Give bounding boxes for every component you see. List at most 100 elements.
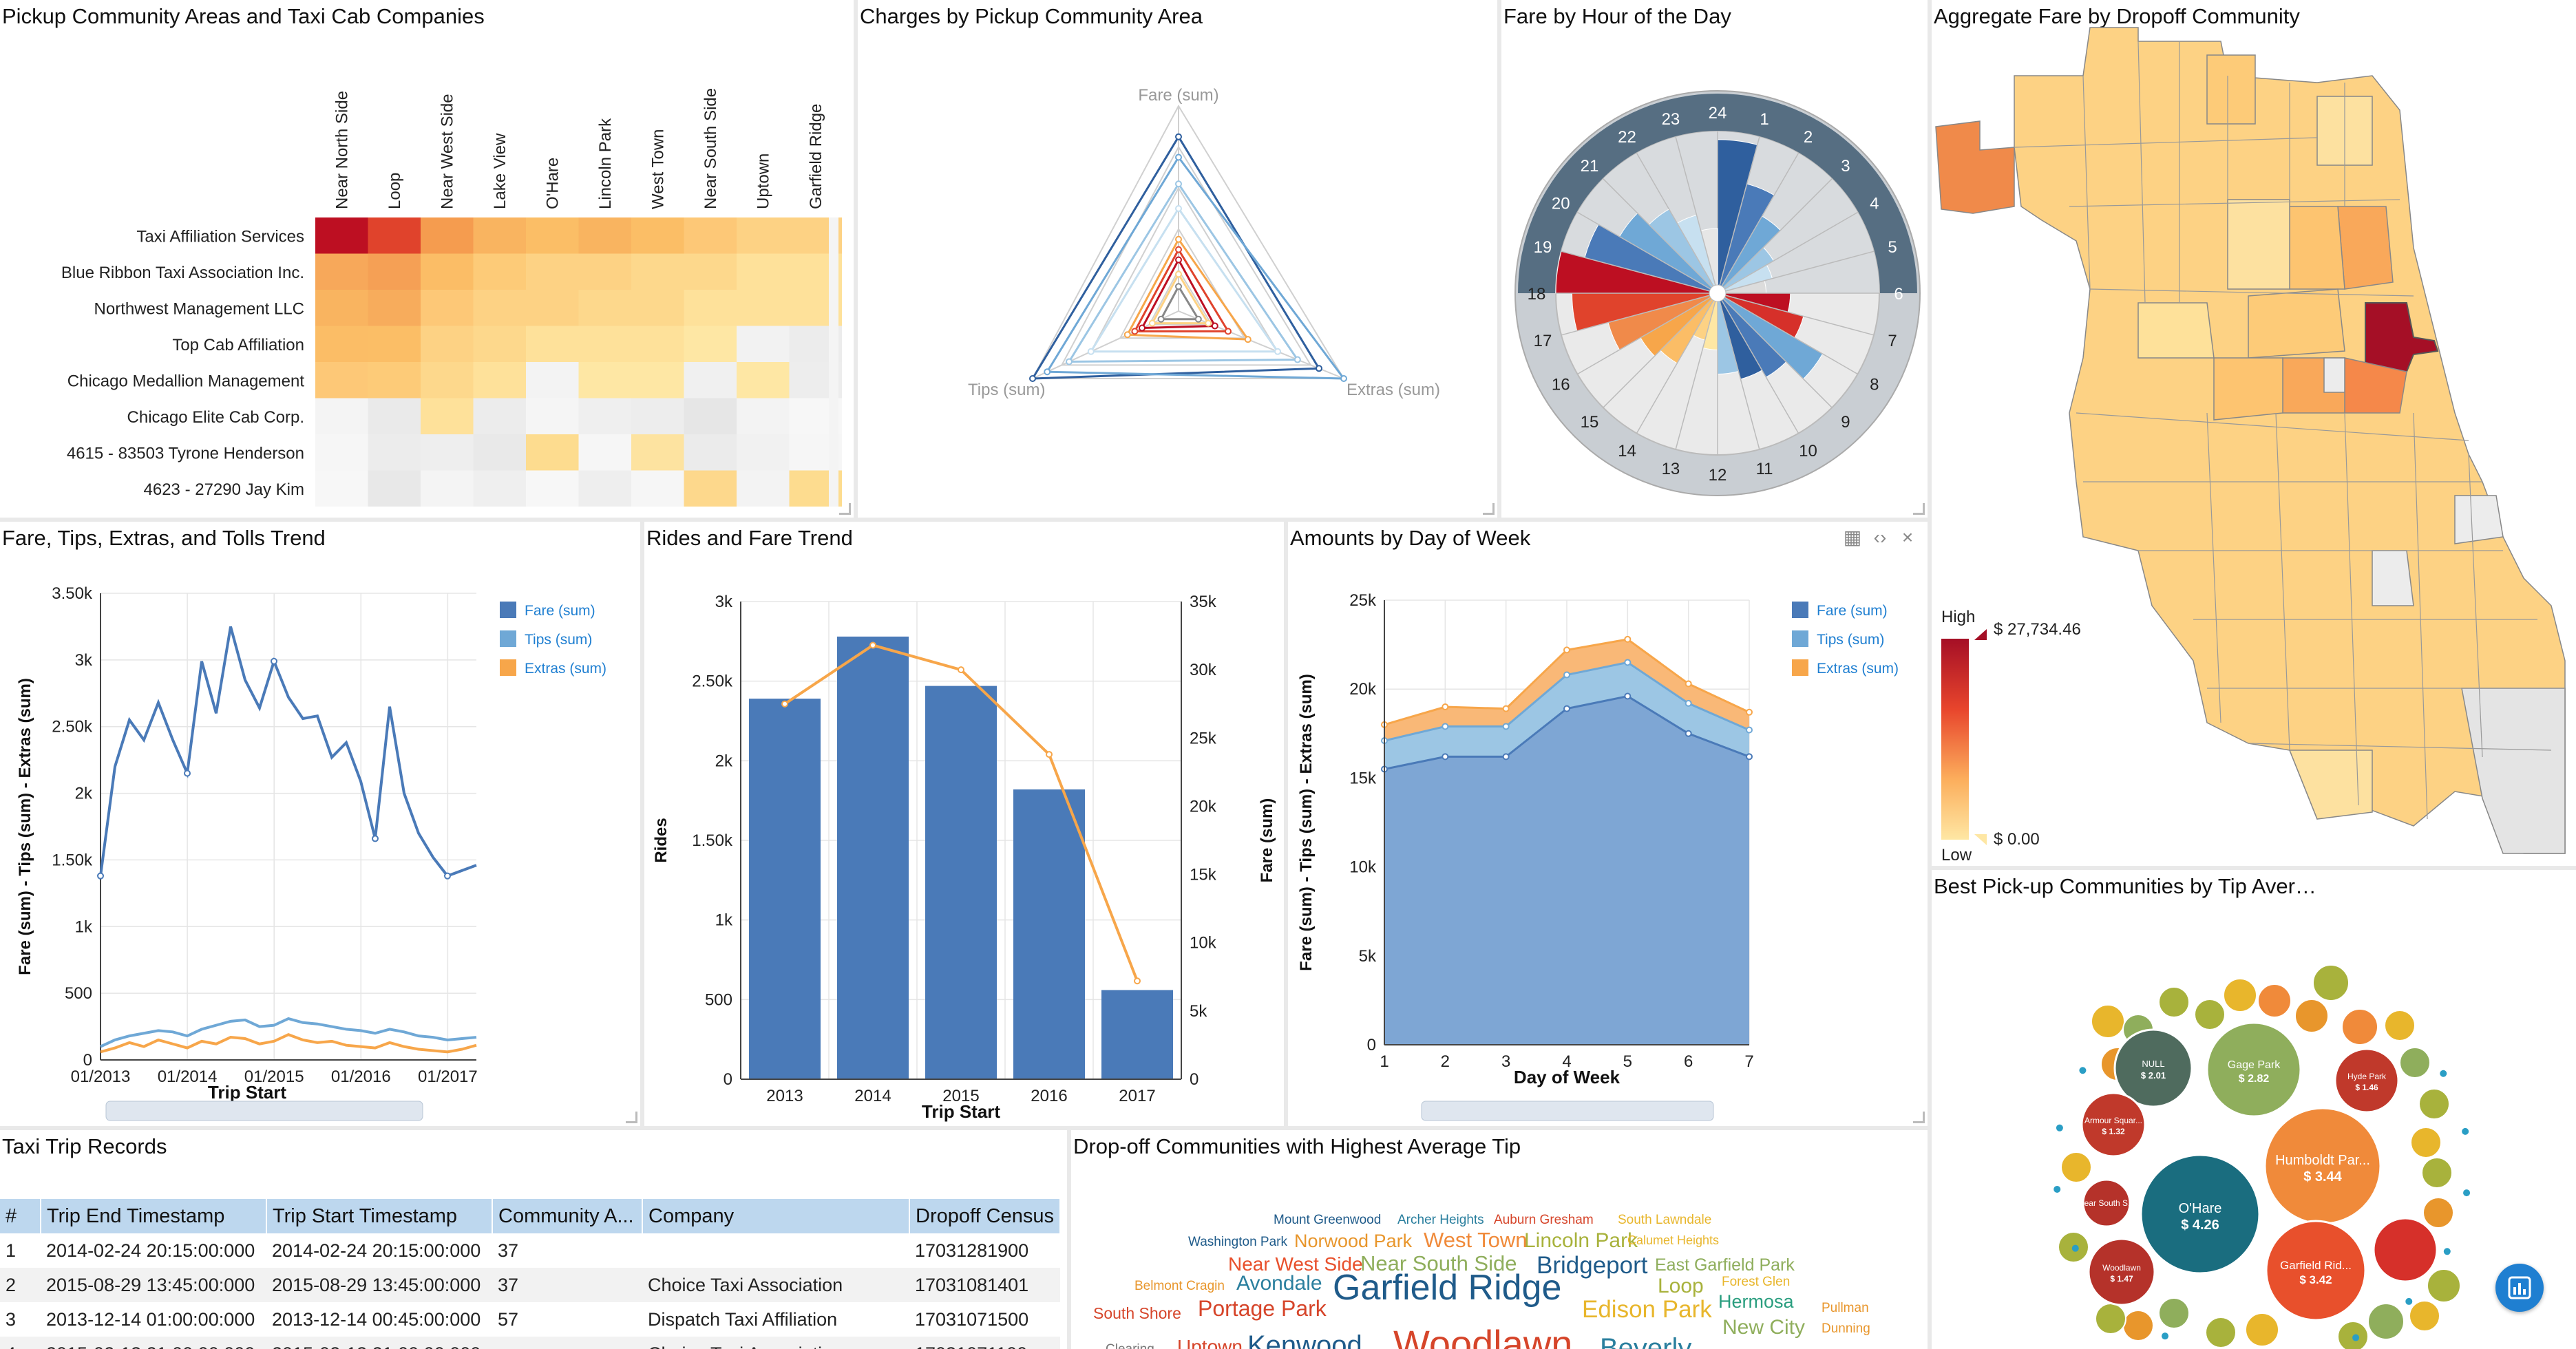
table-row[interactable]: 4 2015-02-13 21:00:00:000 2015-02-13 21:… — [0, 1337, 1060, 1349]
word-cloud-word[interactable]: Hermosa — [1718, 1291, 1795, 1312]
word-cloud-word[interactable]: Calumet Heights — [1627, 1233, 1719, 1247]
word-cloud-word[interactable]: Near West Side — [1228, 1253, 1363, 1275]
heatmap-cell[interactable] — [631, 470, 684, 507]
word-cloud-word[interactable]: East Garfield Park — [1655, 1255, 1795, 1275]
heatmap-cell[interactable] — [473, 290, 527, 326]
heatmap-cell[interactable] — [631, 290, 684, 326]
bubble[interactable] — [2122, 1310, 2154, 1341]
map-region[interactable] — [2248, 288, 2345, 359]
heatmap-cell[interactable] — [631, 326, 684, 363]
heatmap-cell[interactable] — [368, 398, 421, 435]
heatmap-cell[interactable] — [315, 470, 368, 507]
map-region[interactable] — [2289, 206, 2345, 290]
column-header[interactable]: Dropoff Census — [909, 1199, 1061, 1233]
word-cloud-word[interactable]: Near South Side — [1360, 1251, 1517, 1275]
bubble[interactable] — [2245, 1313, 2279, 1347]
heatmap-cell[interactable] — [368, 217, 421, 254]
heatmap-cell[interactable] — [631, 217, 684, 254]
bubble[interactable] — [2087, 1238, 2156, 1306]
heatmap-cell[interactable] — [315, 217, 368, 254]
bubble[interactable] — [2337, 1321, 2369, 1349]
word-cloud-word[interactable]: Archer Heights — [1397, 1213, 1484, 1227]
heatmap-cell[interactable] — [737, 253, 790, 290]
table-row[interactable]: 1 2014-02-24 20:15:00:000 2014-02-24 20:… — [0, 1233, 1060, 1268]
heatmap-cell[interactable] — [421, 362, 474, 399]
word-cloud-word[interactable]: South Shore — [1093, 1304, 1181, 1322]
map-region[interactable] — [2372, 550, 2414, 606]
word-cloud-word[interactable]: Auburn Gresham — [1494, 1213, 1594, 1227]
heatmap-cell[interactable] — [737, 290, 790, 326]
heatmap-cell[interactable] — [684, 434, 737, 471]
heatmap-cell[interactable] — [526, 470, 579, 507]
heatmap-cell[interactable] — [315, 434, 368, 471]
bubble[interactable] — [2367, 1303, 2405, 1340]
heatmap-cell[interactable] — [578, 434, 632, 471]
bubble[interactable] — [2095, 1303, 2126, 1335]
heatmap-cell[interactable] — [526, 253, 579, 290]
heatmap-cell[interactable] — [421, 253, 474, 290]
bubble[interactable] — [2384, 1010, 2416, 1041]
bubble[interactable] — [2205, 1317, 2237, 1348]
word-cloud-word[interactable]: Edison Park — [1582, 1296, 1712, 1323]
heatmap-cell[interactable] — [737, 362, 790, 399]
bubble[interactable] — [2140, 1154, 2261, 1275]
resize-handle-icon[interactable] — [626, 1112, 637, 1123]
heatmap-cell[interactable] — [578, 362, 632, 399]
word-cloud-word[interactable]: Loop — [1658, 1275, 1704, 1297]
heatmap-cell[interactable] — [526, 398, 579, 435]
word-cloud-word[interactable]: Portage Park — [1198, 1296, 1327, 1321]
heatmap-cell[interactable] — [684, 362, 737, 399]
bubble[interactable] — [2372, 1217, 2438, 1283]
heatmap-cell[interactable] — [737, 434, 790, 471]
heatmap-cell[interactable] — [526, 290, 579, 326]
word-cloud-word[interactable]: Dunning — [1822, 1321, 1870, 1336]
heatmap-cell[interactable] — [526, 434, 579, 471]
heatmap-cell[interactable] — [421, 398, 474, 435]
map-region[interactable] — [2323, 357, 2345, 393]
word-cloud-word[interactable]: Garfield Ridge — [1333, 1268, 1561, 1308]
heatmap-cell[interactable] — [421, 290, 474, 326]
column-header[interactable]: Trip End Timestamp — [41, 1199, 267, 1233]
heatmap-cell[interactable] — [631, 362, 684, 399]
word-cloud-word[interactable]: Beverly — [1600, 1333, 1691, 1349]
column-header[interactable]: Trip Start Timestamp — [266, 1199, 493, 1233]
heatmap-cell[interactable] — [421, 434, 474, 471]
map-region[interactable] — [2337, 206, 2394, 290]
word-cloud-word[interactable]: Belmont Cragin — [1134, 1279, 1225, 1293]
heatmap-cell[interactable] — [421, 470, 474, 507]
heatmap-cell[interactable] — [684, 470, 737, 507]
heatmap-cell[interactable] — [684, 253, 737, 290]
bubble[interactable] — [2410, 1127, 2442, 1158]
word-cloud-word[interactable]: Norwood Park — [1294, 1231, 1413, 1251]
heatmap-cell[interactable] — [473, 362, 527, 399]
bubble[interactable] — [2223, 978, 2257, 1012]
word-cloud-word[interactable]: Mount Greenwood — [1274, 1213, 1381, 1227]
heatmap-cell[interactable] — [578, 253, 632, 290]
bubble[interactable] — [2421, 1157, 2453, 1189]
bubble[interactable] — [2265, 1220, 2367, 1321]
bubble[interactable] — [2082, 1178, 2131, 1228]
word-cloud-word[interactable]: Forest Glen — [1722, 1275, 1790, 1289]
bubble[interactable] — [2427, 1268, 2461, 1303]
heatmap-cell[interactable] — [368, 434, 421, 471]
heatmap-cell[interactable] — [526, 362, 579, 399]
table-row[interactable]: 2 2015-08-29 13:45:00:000 2015-08-29 13:… — [0, 1268, 1060, 1302]
heatmap-cell[interactable] — [737, 326, 790, 363]
word-cloud-word[interactable]: South Lawndale — [1618, 1213, 1711, 1227]
column-header[interactable]: Company — [642, 1199, 910, 1233]
heatmap-cell[interactable] — [684, 398, 737, 435]
word-cloud-word[interactable]: New City — [1722, 1316, 1805, 1339]
heatmap-cell[interactable] — [578, 217, 632, 254]
resize-handle-icon[interactable] — [1913, 1112, 1925, 1123]
heatmap-cell[interactable] — [421, 217, 474, 254]
heatmap-cell[interactable] — [368, 362, 421, 399]
heatmap-cell[interactable] — [473, 434, 527, 471]
word-cloud-word[interactable]: Uptown — [1177, 1336, 1243, 1349]
bubble[interactable] — [2257, 984, 2292, 1018]
bubble[interactable] — [2418, 1088, 2450, 1120]
heatmap-cell[interactable] — [315, 398, 368, 435]
table-view-icon[interactable]: ▦ — [1843, 527, 1862, 548]
column-header[interactable]: # — [0, 1199, 41, 1233]
word-cloud-word[interactable]: Woodlawn — [1393, 1322, 1572, 1349]
heatmap-cell[interactable] — [737, 398, 790, 435]
